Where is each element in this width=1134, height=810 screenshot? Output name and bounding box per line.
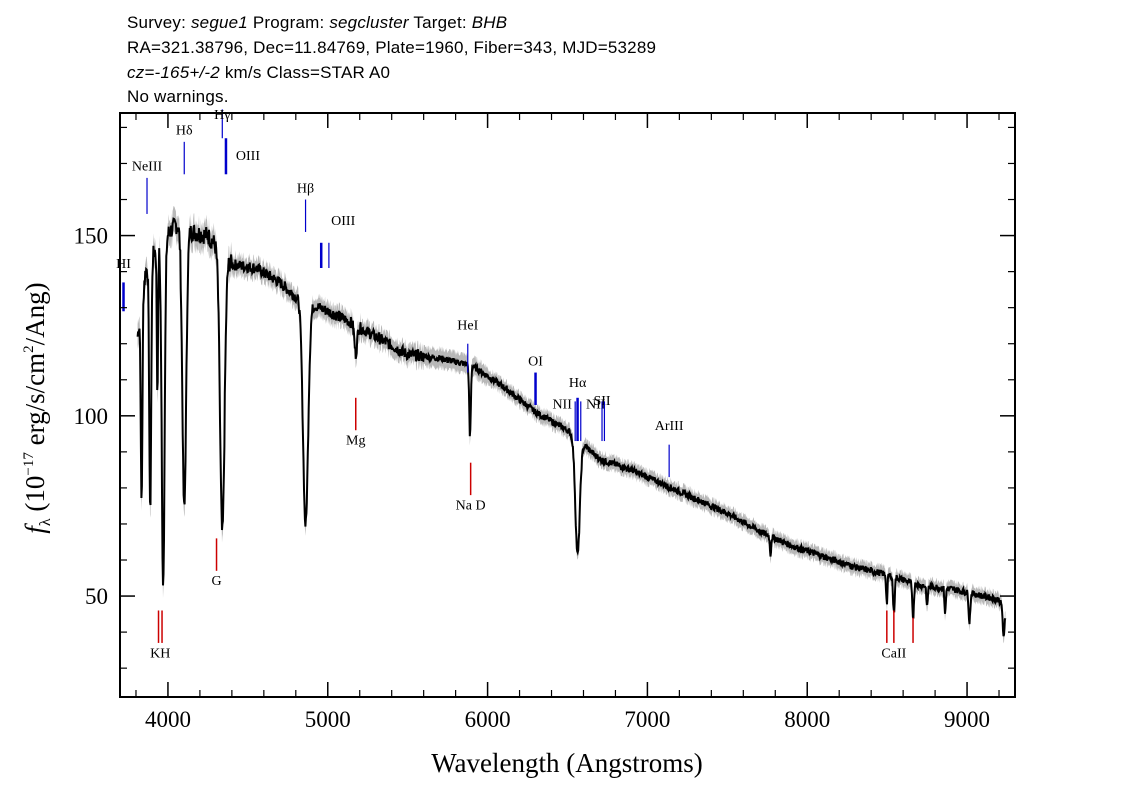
emission-line-label: Hα (569, 376, 587, 391)
absorption-line-label: Mg (346, 434, 365, 449)
header-line-redshift: cz=-165+/-2 km/s Class=STAR A0 (127, 63, 390, 83)
x-tick-label: 7000 (624, 707, 670, 732)
emission-line-label: NeIII (132, 160, 163, 175)
emission-line-label: HeI (457, 318, 478, 333)
line-markers: HINeIIIHδHγOIIIHβOIIIHeIOINIIHαNIISIIArI… (116, 108, 914, 661)
x-tick-label: 6000 (465, 707, 511, 732)
y-tick-label: 150 (74, 224, 109, 249)
emission-line-label: ArIII (655, 419, 684, 434)
plot-axes: 4000 5000 6000 7000 8000 9000 50 100 150 (74, 112, 1016, 732)
x-tick-label: 8000 (784, 707, 830, 732)
y-tick-label: 50 (85, 584, 108, 609)
plot-frame (119, 112, 1016, 698)
x-tick-label: 4000 (145, 707, 191, 732)
flux-line (136, 217, 1007, 637)
absorption-line-label: CaII (881, 646, 906, 661)
header-line-survey: Survey: segue1 Program: segcluster Targe… (127, 13, 507, 33)
program-label: Program: (247, 13, 330, 32)
emission-line-label: OIII (236, 149, 260, 164)
emission-line-label: Hγ (214, 108, 230, 123)
emission-line-label: OIII (331, 214, 355, 229)
emission-line-label: NII (586, 398, 606, 413)
survey-label: Survey: (127, 13, 191, 32)
target-label: Target: (408, 13, 472, 32)
x-tick-label: 9000 (944, 707, 990, 732)
x-axis-title: Wavelength (Angstroms) (431, 748, 703, 778)
flux-spectrum (136, 217, 1007, 637)
emission-line-label: Hδ (176, 124, 193, 139)
absorption-line-label: KH (150, 646, 170, 661)
absorption-line-label: Na D (456, 499, 486, 514)
redshift-value: cz=-165+/-2 (127, 63, 220, 82)
emission-line-label: Hβ (297, 181, 314, 196)
y-axis-title: fλ (10−17 erg/s/cm2/Ang) (20, 282, 54, 533)
class-text: km/s Class=STAR A0 (219, 63, 391, 82)
emission-line-label: HI (116, 257, 131, 272)
absorption-line-label: G (211, 574, 221, 589)
header-line-warnings: No warnings. (127, 87, 229, 106)
program-value: segcluster (329, 13, 409, 32)
y-tick-label: 100 (74, 404, 109, 429)
emission-line-label: NII (552, 398, 572, 413)
header-line-coordinates: RA=321.38796, Dec=11.84769, Plate=1960, … (127, 38, 657, 57)
x-tick-label: 5000 (305, 707, 351, 732)
emission-line-label: SII (593, 394, 610, 409)
target-value: BHB (471, 13, 508, 32)
emission-line-label: OI (528, 354, 543, 369)
survey-value: segue1 (190, 13, 248, 32)
